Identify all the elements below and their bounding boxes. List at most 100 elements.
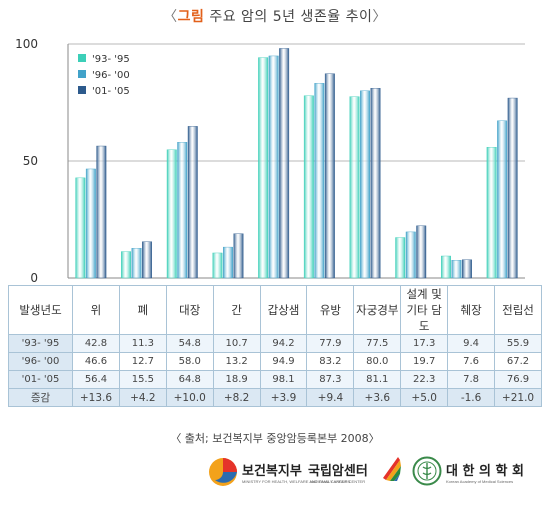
logo-name: 대 한 의 학 회 (446, 464, 524, 479)
table-cell: +9.4 (306, 388, 355, 407)
column-header: 설계 및 기타 담도 (400, 285, 449, 335)
table-cell: 12.7 (118, 352, 167, 371)
column-header: 대장 (165, 285, 214, 335)
table-cell: 13.2 (212, 352, 261, 371)
column-header: 간 (212, 285, 261, 335)
table-cell: -1.6 (447, 388, 496, 407)
data-table: 발생년도 위 폐 대장 간 갑상샘 유방 자궁경부 설계 및 기타 담도 췌장 전립선 '93- '95… (8, 285, 542, 407)
table-header-row: 발생년도 위 폐 대장 간 갑상샘 유방 자궁경부 설계 및 기타 담도 췌장 전립선 (8, 285, 542, 335)
ncc-logo-icon (383, 457, 401, 481)
bar-1-5 (314, 83, 325, 279)
ministry-logo-icon (209, 458, 237, 486)
bar-1-1 (131, 248, 142, 279)
bar-2-9 (507, 97, 518, 279)
column-header: 폐 (118, 285, 167, 335)
bar-0-7 (395, 237, 406, 279)
table-cell: 17.3 (400, 334, 449, 353)
y-tick-label: 100 (15, 37, 38, 51)
table-cell: 15.5 (118, 370, 167, 389)
table-cell: 77.9 (306, 334, 355, 353)
bar-1-4 (268, 55, 279, 279)
bar-0-3 (212, 252, 223, 279)
column-header: 자궁경부 (353, 285, 402, 335)
logo-sub: Korean Academy of Medical Sciences (446, 479, 514, 484)
table-row: '93- '95 42.8 11.3 54.8 10.7 94.2 77.9 77.5 17.3… (8, 334, 542, 353)
table-cell: +13.6 (72, 388, 120, 407)
table-cell: +3.9 (259, 388, 308, 407)
bar-2-4 (279, 48, 290, 279)
table-cell: 67.2 (494, 352, 542, 371)
bar-2-5 (324, 73, 335, 279)
table-cell: 87.3 (306, 370, 355, 389)
bar-2-3 (233, 233, 244, 279)
logo-strip: 보건복지부 MINISTRY FOR HEALTH, WELFARE AND F… (200, 452, 545, 492)
logo-sub: MINISTRY FOR HEALTH, WELFARE AND FAMILY … (242, 479, 351, 484)
bar-1-6 (360, 90, 370, 279)
column-header: 갑상샘 (259, 285, 308, 335)
legend-swatch (78, 86, 86, 94)
table-cell: 94.2 (259, 334, 308, 353)
table-cell: 46.6 (72, 352, 120, 371)
bar-2-1 (142, 241, 153, 279)
source-note: 〈 출처; 보건복지부 중앙암등록본부 2008〉 (170, 432, 380, 445)
bar-1-8 (451, 260, 462, 279)
logo-sub: NATIONAL CANCER CENTER (310, 479, 366, 484)
bar-0-6 (349, 96, 360, 279)
legend-label: '01- '05 (92, 86, 130, 97)
logo-name: 보건복지부 (242, 464, 302, 479)
table-cell: 19.7 (400, 352, 449, 371)
table-cell: 94.9 (259, 352, 308, 371)
legend-label: '96- '00 (92, 70, 130, 81)
table-cell: 7.6 (447, 352, 496, 371)
row-label: '01- '05 (8, 370, 73, 389)
legend-swatch (78, 70, 86, 78)
table-cell: 80.0 (353, 352, 402, 371)
table-cell: +21.0 (494, 388, 542, 407)
table-cell: 18.9 (212, 370, 261, 389)
bar-1-0 (85, 168, 96, 279)
table-cell: 42.8 (72, 334, 120, 353)
table-cell: 54.8 (165, 334, 214, 353)
table-cell: 98.1 (259, 370, 308, 389)
bar-1-7 (405, 231, 416, 279)
kams-seal-icon (412, 456, 442, 486)
column-header: 전립선 (494, 285, 542, 335)
table-cell: 11.3 (118, 334, 167, 353)
bar-2-0 (96, 145, 107, 279)
table-row: '01- '05 56.4 15.5 64.8 18.9 98.1 87.3 81.1 22.3… (8, 370, 542, 389)
table-cell: +10.0 (165, 388, 214, 407)
table-cell: 76.9 (494, 370, 542, 389)
table-cell: 58.0 (165, 352, 214, 371)
table-cell: 64.8 (165, 370, 214, 389)
table-header-label: 발생년도 (8, 285, 73, 335)
column-header: 유방 (306, 285, 355, 335)
y-tick-label: 0 (30, 271, 38, 284)
bar-2-8 (462, 259, 472, 279)
bar-0-9 (486, 146, 497, 279)
table-cell: +3.6 (353, 388, 402, 407)
bar-2-7 (416, 225, 427, 279)
table-cell: +8.2 (212, 388, 261, 407)
chart-title: 〈그림 주요 암의 5년 생존율 추이〉 (0, 6, 550, 26)
table-row: '96- '00 46.6 12.7 58.0 13.2 94.9 83.2 80.0 19.7… (8, 352, 542, 371)
logo-name: 국립암센터 (308, 464, 368, 479)
table-cell: 55.9 (494, 334, 542, 353)
table-cell: 56.4 (72, 370, 120, 389)
column-header: 위 (72, 285, 120, 335)
legend-label: '93- '95 (92, 54, 130, 65)
bar-0-8 (441, 255, 451, 279)
bar-0-4 (258, 57, 269, 279)
bar-chart: 0 50 100 '93- '95 '96- '00 '01- '05 (15, 37, 525, 284)
table-cell: 7.8 (447, 370, 496, 389)
row-label: '93- '95 (8, 334, 73, 353)
table-cell: 9.4 (447, 334, 496, 353)
column-header: 췌장 (447, 285, 496, 335)
row-label: '96- '00 (8, 352, 73, 371)
increase-row: 증감 +13.6 +4.2 +10.0 +8.2 +3.9 +9.4 +3.6 +5.0 -1.6… (8, 388, 542, 407)
bar-2-6 (370, 88, 381, 279)
bar-1-2 (177, 142, 188, 279)
table-cell: +4.2 (118, 388, 167, 407)
table-cell: 83.2 (306, 352, 355, 371)
legend-swatch (78, 54, 86, 62)
table-cell: +5.0 (400, 388, 449, 407)
